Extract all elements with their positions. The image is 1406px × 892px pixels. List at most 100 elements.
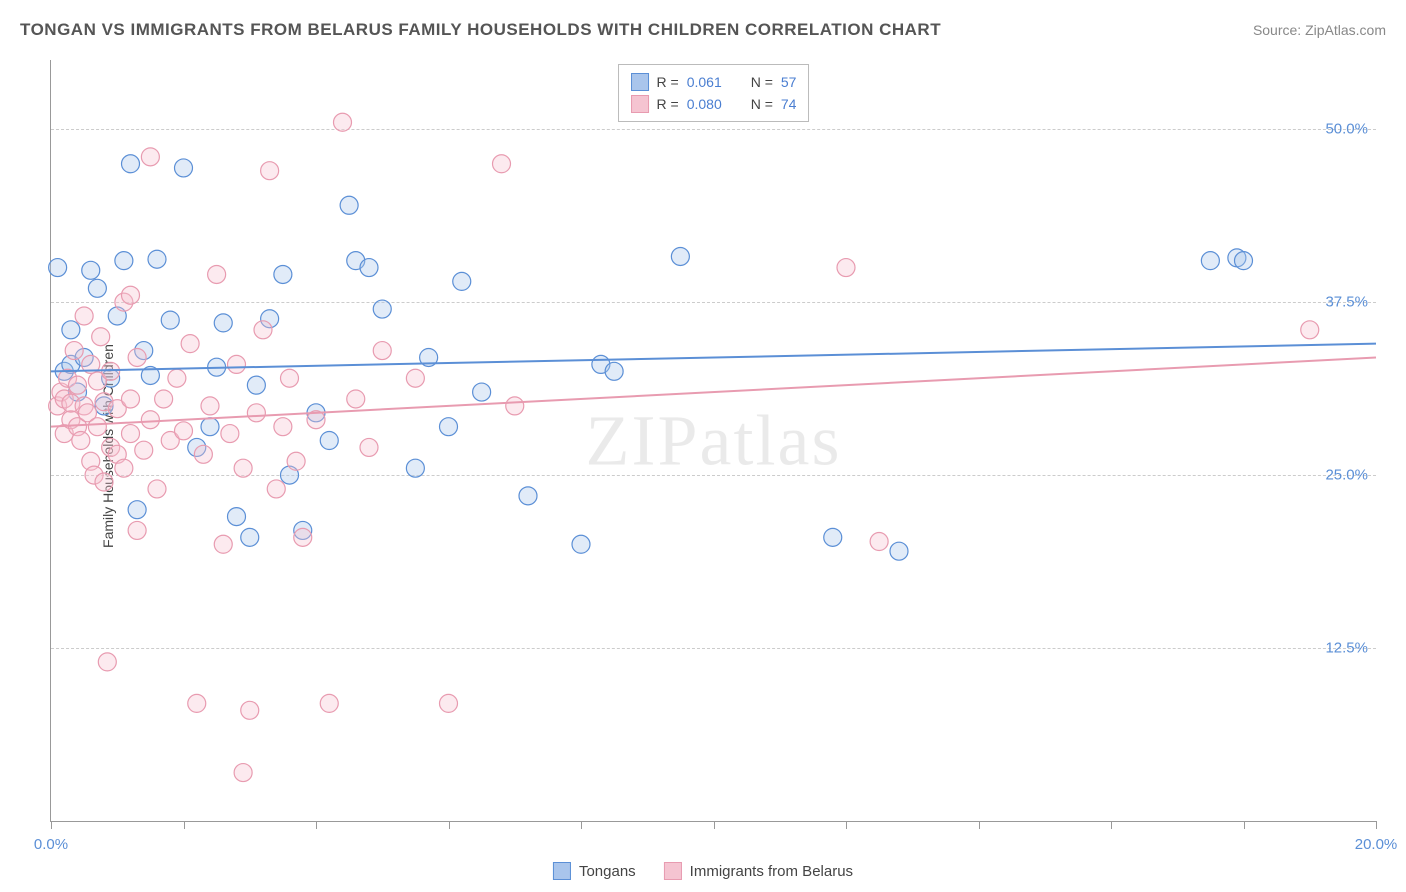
x-tick <box>51 821 52 829</box>
scatter-point <box>115 459 133 477</box>
x-tick-label: 0.0% <box>34 836 68 853</box>
scatter-point <box>181 335 199 353</box>
x-tick <box>316 821 317 829</box>
scatter-point <box>267 480 285 498</box>
scatter-point <box>440 418 458 436</box>
scatter-point <box>274 265 292 283</box>
scatter-point <box>188 694 206 712</box>
scatter-point <box>148 480 166 498</box>
scatter-point <box>88 279 106 297</box>
scatter-point <box>122 425 140 443</box>
x-tick <box>184 821 185 829</box>
scatter-point <box>440 694 458 712</box>
scatter-point <box>49 259 67 277</box>
scatter-point <box>141 411 159 429</box>
scatter-point <box>102 362 120 380</box>
scatter-point <box>406 369 424 387</box>
scatter-point <box>247 376 265 394</box>
scatter-point <box>175 422 193 440</box>
x-tick <box>581 821 582 829</box>
legend-item-series2: Immigrants from Belarus <box>664 862 853 880</box>
scatter-point <box>75 307 93 325</box>
scatter-point <box>671 247 689 265</box>
scatter-point <box>373 300 391 318</box>
scatter-point <box>161 311 179 329</box>
scatter-point <box>453 272 471 290</box>
x-tick <box>449 821 450 829</box>
legend-item-series1: Tongans <box>553 862 636 880</box>
scatter-point <box>1301 321 1319 339</box>
scatter-point <box>234 459 252 477</box>
scatter-point <box>320 432 338 450</box>
x-tick <box>979 821 980 829</box>
scatter-point <box>824 528 842 546</box>
scatter-point <box>122 390 140 408</box>
scatter-point <box>506 397 524 415</box>
plot-area: ZIPatlas 12.5%25.0%37.5%50.0% R = 0.061 … <box>50 60 1376 822</box>
chart-title: TONGAN VS IMMIGRANTS FROM BELARUS FAMILY… <box>20 20 941 40</box>
scatter-point <box>141 148 159 166</box>
chart-container: TONGAN VS IMMIGRANTS FROM BELARUS FAMILY… <box>0 0 1406 892</box>
legend-swatch-series1 <box>553 862 571 880</box>
scatter-point <box>605 362 623 380</box>
x-tick <box>1376 821 1377 829</box>
scatter-point <box>320 694 338 712</box>
scatter-point <box>519 487 537 505</box>
scatter-point <box>128 501 146 519</box>
scatter-point <box>201 418 219 436</box>
scatter-point <box>347 390 365 408</box>
legend-label-series1: Tongans <box>579 863 636 880</box>
scatter-point <box>340 196 358 214</box>
scatter-point <box>837 259 855 277</box>
legend-label-series2: Immigrants from Belarus <box>690 863 853 880</box>
x-tick <box>1111 821 1112 829</box>
bottom-legend: Tongans Immigrants from Belarus <box>553 862 853 880</box>
scatter-point <box>88 418 106 436</box>
scatter-point <box>135 441 153 459</box>
scatter-point <box>281 369 299 387</box>
scatter-point <box>115 252 133 270</box>
scatter-point <box>360 438 378 456</box>
scatter-point <box>254 321 272 339</box>
x-tick-label: 20.0% <box>1355 836 1398 853</box>
scatter-point <box>234 764 252 782</box>
scatter-point <box>493 155 511 173</box>
scatter-point <box>65 342 83 360</box>
scatter-point <box>572 535 590 553</box>
scatter-point <box>373 342 391 360</box>
scatter-point <box>98 653 116 671</box>
source-attribution: Source: ZipAtlas.com <box>1253 22 1386 38</box>
x-tick <box>714 821 715 829</box>
scatter-point <box>1201 252 1219 270</box>
scatter-point <box>247 404 265 422</box>
x-tick <box>846 821 847 829</box>
scatter-point <box>228 508 246 526</box>
scatter-point <box>360 259 378 277</box>
scatter-point <box>194 445 212 463</box>
scatter-point <box>95 473 113 491</box>
scatter-point <box>72 432 90 450</box>
scatter-point <box>69 376 87 394</box>
scatter-point <box>122 286 140 304</box>
scatter-point <box>214 314 232 332</box>
scatter-point <box>241 528 259 546</box>
scatter-plot-svg <box>51 60 1376 821</box>
scatter-point <box>228 355 246 373</box>
scatter-point <box>92 328 110 346</box>
scatter-point <box>890 542 908 560</box>
scatter-point <box>82 261 100 279</box>
scatter-point <box>214 535 232 553</box>
legend-swatch-series2 <box>664 862 682 880</box>
scatter-point <box>128 348 146 366</box>
scatter-point <box>201 397 219 415</box>
scatter-point <box>208 265 226 283</box>
scatter-point <box>175 159 193 177</box>
scatter-point <box>62 321 80 339</box>
scatter-point <box>261 162 279 180</box>
scatter-point <box>122 155 140 173</box>
scatter-point <box>128 521 146 539</box>
scatter-point <box>221 425 239 443</box>
scatter-point <box>168 369 186 387</box>
x-tick <box>1244 821 1245 829</box>
scatter-point <box>334 113 352 131</box>
